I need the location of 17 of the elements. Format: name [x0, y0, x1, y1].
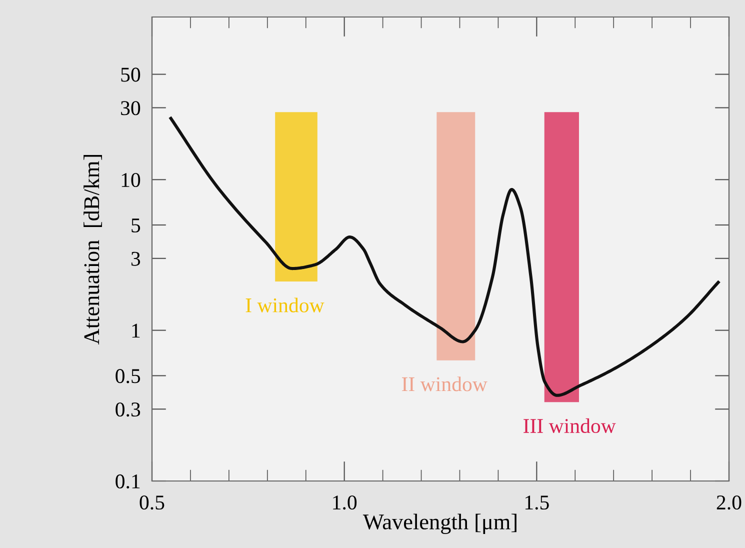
- band-label: II window: [402, 376, 488, 392]
- band-label: I window: [246, 298, 324, 312]
- y-tick-label: 0.5: [116, 369, 140, 384]
- y-tick-label: 0.3: [116, 402, 140, 417]
- x-tick-label: 2.0: [716, 495, 742, 510]
- y-tick-label: 30: [121, 101, 140, 116]
- y-tick-label: 1: [132, 324, 140, 338]
- x-axis-title: Wavelength [μm]: [362, 514, 516, 534]
- y-axis-title: Attenuation [dB/km]: [84, 154, 102, 344]
- y-tick-label: 0.1: [116, 474, 140, 489]
- x-tick-label: 1.0: [333, 495, 357, 510]
- y-tick-label: 50: [121, 68, 140, 82]
- x-tick-label: 1.5: [525, 496, 549, 510]
- y-tick-label: 3: [131, 252, 140, 266]
- y-tick-label: 5: [132, 218, 140, 232]
- band-label: III window: [524, 418, 616, 434]
- y-tick-label: 10: [122, 172, 140, 188]
